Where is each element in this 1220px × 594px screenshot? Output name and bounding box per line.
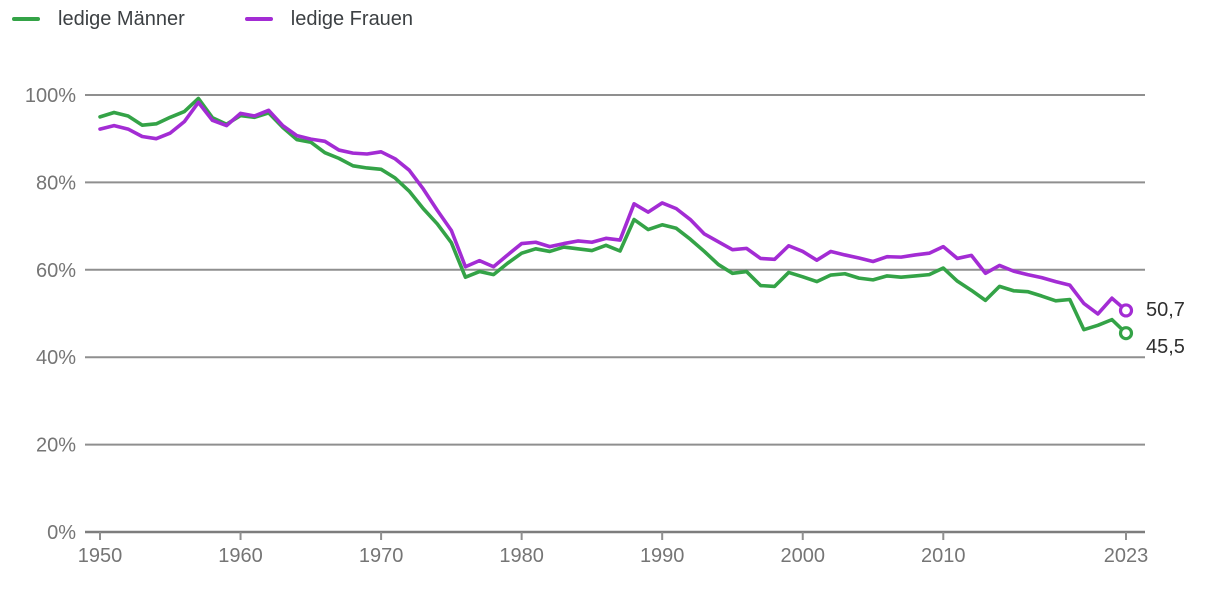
x-tick-label: 1950 [78, 545, 123, 567]
end-value-label-frauen: 50,7 [1146, 299, 1185, 321]
x-tick-label: 2000 [780, 545, 825, 567]
x-tick-label: 1970 [359, 545, 404, 567]
legend: ledige Männer ledige Frauen [12, 6, 413, 32]
y-tick-label: 0% [47, 522, 76, 544]
series-line-maenner [98, 96, 1128, 335]
end-value-label-maenner: 45,5 [1146, 336, 1185, 358]
legend-label-maenner: ledige Männer [58, 8, 185, 30]
x-tick-label: 1980 [499, 545, 544, 567]
x-tick-label: 1990 [640, 545, 685, 567]
legend-item-ledige-frauen: ledige Frauen [244, 6, 414, 32]
y-tick-label: 40% [36, 347, 76, 369]
legend-swatch-maenner-icon [12, 17, 40, 21]
y-tick-label: 20% [36, 435, 76, 457]
x-tick-label: 1960 [218, 545, 263, 567]
x-tick-label: 2023 [1104, 545, 1149, 567]
legend-item-ledige-maenner: ledige Männer [12, 6, 185, 32]
end-marker-frauen [1118, 303, 1134, 318]
legend-label-frauen: ledige Frauen [290, 8, 414, 30]
series-line-frauen [98, 100, 1128, 316]
x-tick-label: 2010 [921, 545, 966, 567]
y-tick-label: 80% [36, 172, 76, 194]
y-tick-label: 100% [25, 85, 76, 107]
legend-swatch-frauen-icon [244, 17, 273, 21]
end-marker-maenner [1118, 326, 1134, 341]
y-tick-label: 60% [36, 260, 76, 282]
